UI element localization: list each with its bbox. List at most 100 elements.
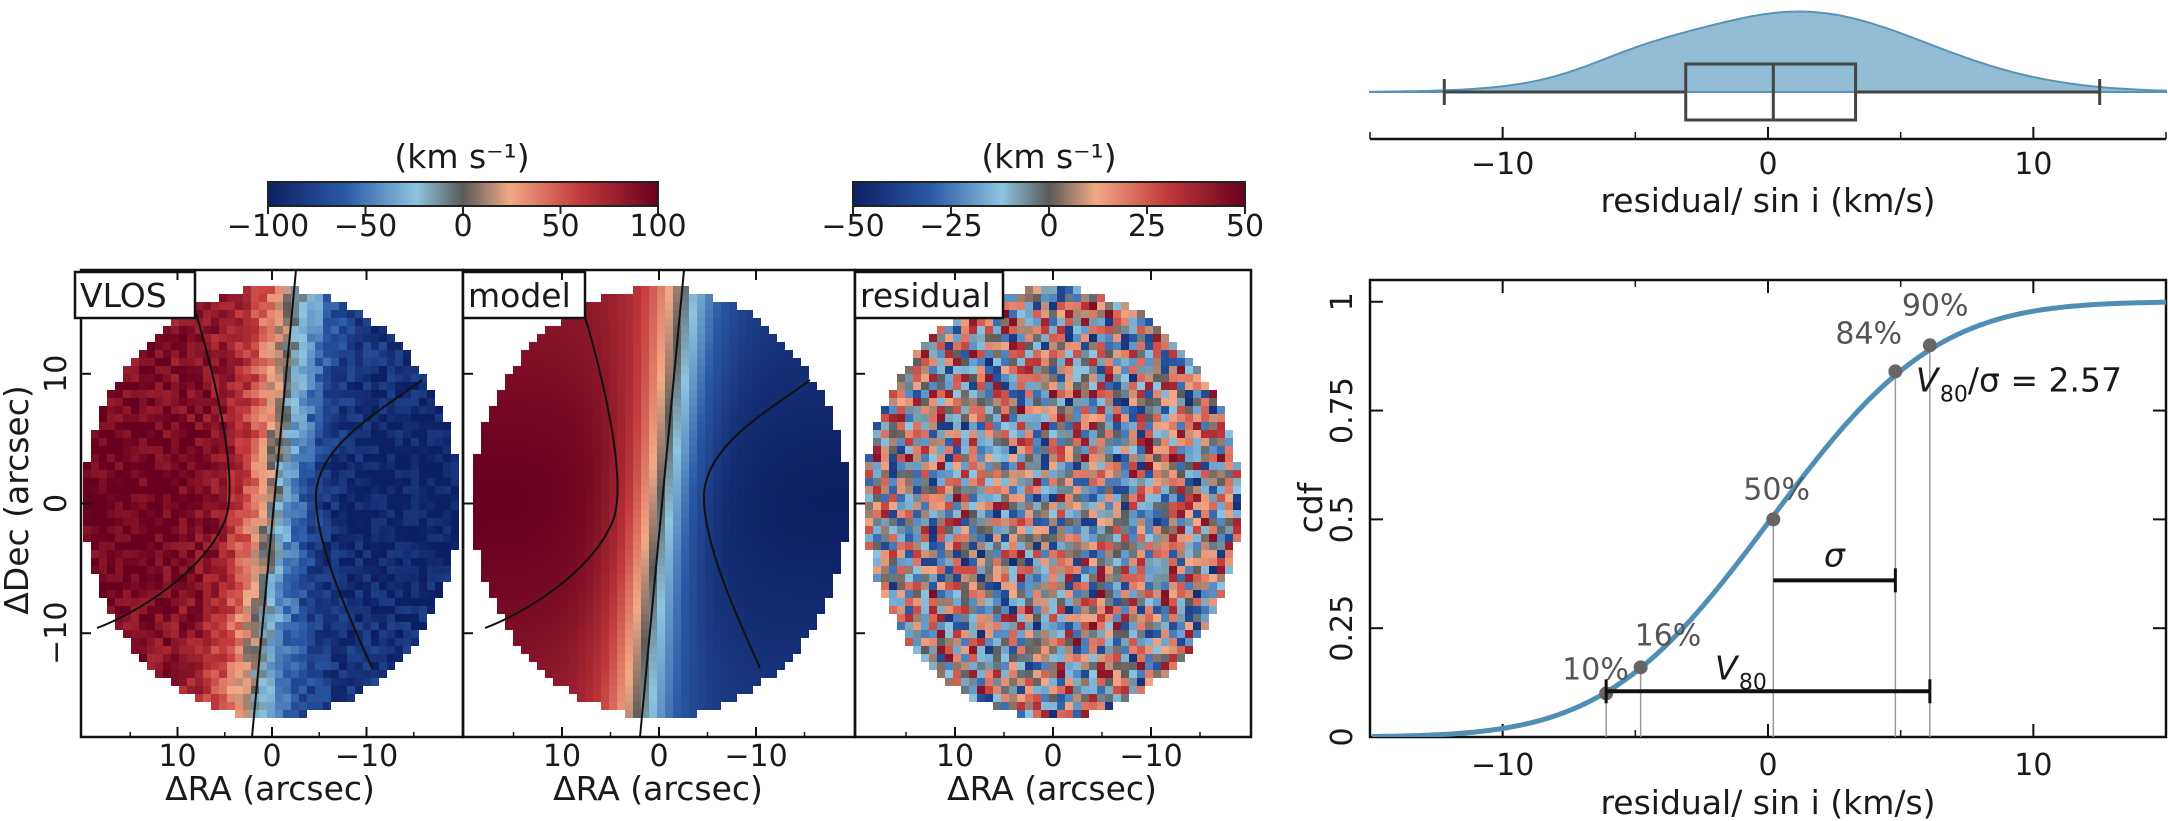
map-pixel <box>179 502 187 510</box>
map-pixel <box>825 558 833 566</box>
map-pixel <box>665 686 673 694</box>
map-pixel <box>889 446 897 454</box>
map-pixel <box>689 342 697 350</box>
map-pixel <box>371 438 379 446</box>
map-pixel <box>395 598 403 606</box>
map-pixel <box>1121 350 1129 358</box>
map-pixel <box>617 430 625 438</box>
map-pixel <box>993 446 1001 454</box>
map-pixel <box>657 654 665 662</box>
map-pixel <box>179 374 187 382</box>
map-pixel <box>283 438 291 446</box>
map-pixel <box>705 582 713 590</box>
map-pixel <box>299 294 307 302</box>
map-pixel <box>665 286 673 294</box>
map-pixel <box>625 398 633 406</box>
map-pixel <box>945 366 953 374</box>
map-pixel <box>505 542 513 550</box>
map-pixel <box>561 334 569 342</box>
map-pixel <box>299 454 307 462</box>
map-pixel <box>99 550 107 558</box>
map-pixel <box>251 430 259 438</box>
map-pixel <box>617 470 625 478</box>
colorbar-residual-tick-label: −50 <box>821 209 884 244</box>
map-pixel <box>473 478 481 486</box>
map-pixel <box>1153 454 1161 462</box>
map-pixel <box>665 550 673 558</box>
map-pixel <box>315 670 323 678</box>
map-pixel <box>187 350 195 358</box>
map-pixel <box>641 326 649 334</box>
map-pixel <box>569 518 577 526</box>
map-pixel <box>697 406 705 414</box>
map-pixel <box>1105 366 1113 374</box>
map-pixel <box>107 598 115 606</box>
map-pixel <box>203 670 211 678</box>
map-pixel <box>139 398 147 406</box>
map-pixel <box>561 478 569 486</box>
map-pixel <box>131 542 139 550</box>
map-pixel <box>147 606 155 614</box>
map-pixel <box>993 326 1001 334</box>
map-pixel <box>713 358 721 366</box>
map-pixel <box>419 614 427 622</box>
map-pixel <box>585 606 593 614</box>
map-pixel <box>211 654 219 662</box>
map-pixel <box>1081 334 1089 342</box>
map-pixel <box>339 382 347 390</box>
map-pixel <box>601 510 609 518</box>
map-pixel <box>833 542 841 550</box>
map-pixel <box>689 302 697 310</box>
colorbar-residual-tick-label: 0 <box>1039 209 1058 244</box>
map-pixel <box>251 462 259 470</box>
map-pixel <box>387 542 395 550</box>
map-pixel <box>1025 326 1033 334</box>
map-pixel <box>1169 438 1177 446</box>
map-pixel <box>291 350 299 358</box>
map-pixel <box>1009 478 1017 486</box>
map-pixel <box>569 398 577 406</box>
map-pixel <box>243 318 251 326</box>
map-pixel <box>291 366 299 374</box>
map-pixel <box>553 326 561 334</box>
map-pixel <box>1065 406 1073 414</box>
map-pixel <box>473 502 481 510</box>
map-pixel <box>291 630 299 638</box>
map-pixel <box>211 550 219 558</box>
map-pixel <box>147 518 155 526</box>
map-pixel <box>1161 422 1169 430</box>
map-pixel <box>617 598 625 606</box>
map-pixel <box>529 406 537 414</box>
map-pixel <box>1209 470 1217 478</box>
map-pixel <box>379 446 387 454</box>
map-pixel <box>403 478 411 486</box>
map-pixel <box>267 694 275 702</box>
map-pixel <box>665 318 673 326</box>
map-pixel <box>307 342 315 350</box>
map-pixel <box>617 366 625 374</box>
map-pixel <box>1017 366 1025 374</box>
map-pixel <box>961 350 969 358</box>
map-pixel <box>419 590 427 598</box>
map-pixel <box>753 630 761 638</box>
map-pixel <box>203 446 211 454</box>
map-pixel <box>363 358 371 366</box>
map-pixel <box>937 326 945 334</box>
map-pixel <box>403 630 411 638</box>
map-pixel <box>817 566 825 574</box>
map-pixel <box>291 294 299 302</box>
map-pixel <box>753 598 761 606</box>
map-pixel <box>195 470 203 478</box>
map-pixel <box>729 382 737 390</box>
map-pixel <box>1121 398 1129 406</box>
map-pixel <box>179 478 187 486</box>
map-pixel <box>1089 350 1097 358</box>
map-pixel <box>681 342 689 350</box>
map-pixel <box>705 342 713 350</box>
map-pixel <box>323 686 331 694</box>
map-pixel <box>665 502 673 510</box>
map-pixel <box>235 678 243 686</box>
map-pixel <box>745 670 753 678</box>
map-pixel <box>649 710 657 718</box>
map-pixel <box>179 510 187 518</box>
